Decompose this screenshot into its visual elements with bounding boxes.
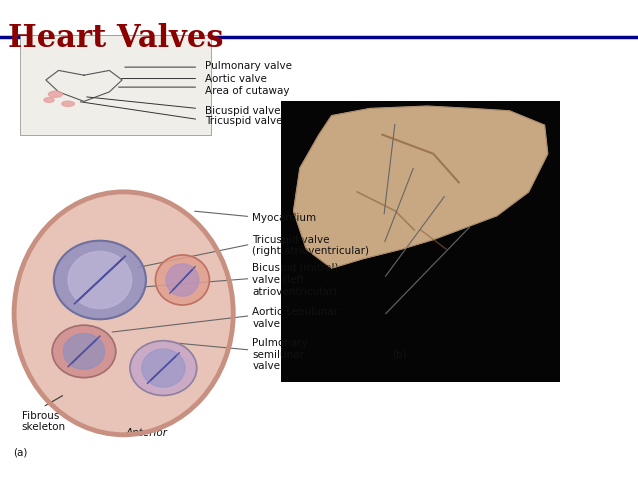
Text: Tricuspid valve: Tricuspid valve: [205, 116, 282, 126]
Ellipse shape: [156, 255, 209, 305]
Text: Myocardium: Myocardium: [252, 213, 316, 223]
Ellipse shape: [54, 240, 146, 319]
Ellipse shape: [14, 192, 234, 435]
Text: Pulmonary
semilunar
valve: Pulmonary semilunar valve: [252, 338, 308, 371]
Text: Pulmonary valve: Pulmonary valve: [205, 61, 292, 71]
Text: Aortic semilunar
valve: Aortic semilunar valve: [252, 307, 338, 329]
Ellipse shape: [166, 264, 199, 296]
Ellipse shape: [130, 341, 197, 396]
FancyBboxPatch shape: [281, 102, 560, 382]
Polygon shape: [293, 106, 547, 268]
Ellipse shape: [52, 325, 115, 377]
Text: (a): (a): [13, 448, 27, 458]
Text: Fibrous
skeleton: Fibrous skeleton: [22, 411, 66, 432]
Ellipse shape: [62, 101, 75, 106]
Text: Bicuspid valve: Bicuspid valve: [205, 106, 280, 116]
Ellipse shape: [142, 349, 185, 387]
Text: (b): (b): [392, 350, 406, 360]
Text: Anterior: Anterior: [125, 428, 167, 438]
Ellipse shape: [48, 91, 63, 97]
Text: Heart Valves: Heart Valves: [8, 23, 223, 54]
Ellipse shape: [44, 98, 54, 103]
Ellipse shape: [63, 333, 105, 369]
Text: Bicuspid (mitral)
valve (left
atrioventricular): Bicuspid (mitral) valve (left atrioventr…: [252, 263, 339, 297]
Text: Tricuspid valve
(right atrioventricular): Tricuspid valve (right atrioventricular): [252, 235, 369, 256]
Text: Area of cutaway: Area of cutaway: [205, 86, 289, 96]
FancyBboxPatch shape: [20, 34, 211, 135]
Text: Aortic valve: Aortic valve: [205, 74, 267, 83]
Ellipse shape: [68, 251, 131, 308]
